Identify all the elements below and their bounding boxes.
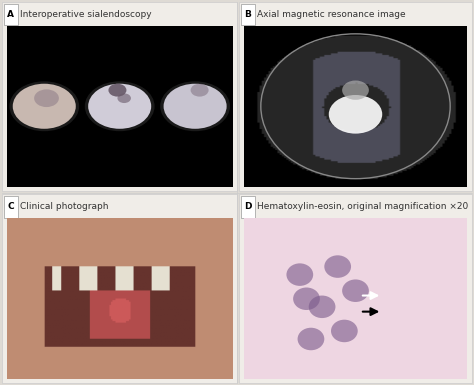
FancyBboxPatch shape — [4, 196, 18, 218]
Text: Axial magnetic resonance image: Axial magnetic resonance image — [257, 10, 406, 19]
Circle shape — [85, 81, 155, 131]
FancyBboxPatch shape — [2, 2, 237, 191]
FancyBboxPatch shape — [241, 4, 255, 25]
Text: D: D — [244, 203, 252, 211]
Ellipse shape — [298, 328, 324, 350]
Text: Clinical photograph: Clinical photograph — [20, 203, 109, 211]
Ellipse shape — [309, 296, 336, 318]
Circle shape — [160, 81, 230, 131]
Circle shape — [109, 84, 127, 97]
FancyBboxPatch shape — [244, 218, 467, 379]
Text: A: A — [8, 10, 14, 19]
Ellipse shape — [331, 320, 358, 342]
Circle shape — [342, 80, 369, 100]
Ellipse shape — [286, 263, 313, 286]
Ellipse shape — [324, 255, 351, 278]
Circle shape — [13, 84, 76, 129]
Circle shape — [9, 81, 79, 131]
Ellipse shape — [293, 288, 320, 310]
Text: Interoperative sialendoscopy: Interoperative sialendoscopy — [20, 10, 152, 19]
FancyBboxPatch shape — [239, 194, 472, 383]
FancyBboxPatch shape — [4, 4, 18, 25]
FancyBboxPatch shape — [241, 196, 255, 218]
FancyBboxPatch shape — [2, 194, 237, 383]
Circle shape — [34, 89, 59, 107]
Circle shape — [118, 94, 131, 103]
Circle shape — [88, 84, 151, 129]
Text: Hematoxylin-eosin, original magnification ×20: Hematoxylin-eosin, original magnificatio… — [257, 203, 469, 211]
Ellipse shape — [342, 280, 369, 302]
Text: B: B — [245, 10, 251, 19]
FancyBboxPatch shape — [239, 2, 472, 191]
Text: C: C — [8, 203, 14, 211]
Circle shape — [164, 84, 227, 129]
Circle shape — [329, 95, 382, 134]
Circle shape — [191, 84, 209, 97]
